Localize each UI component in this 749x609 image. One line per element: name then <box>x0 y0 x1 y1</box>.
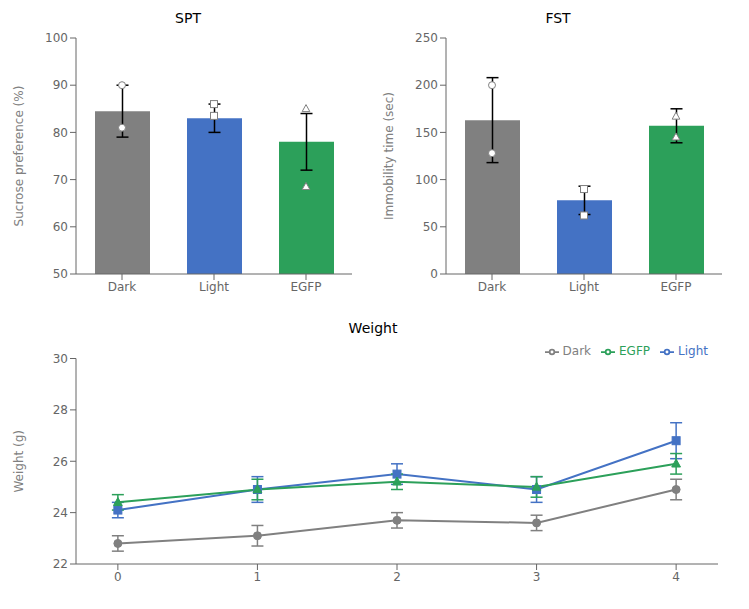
html-text:EGFP: EGFP <box>619 344 650 358</box>
html-text:Dark: Dark <box>562 344 591 358</box>
svg-text:200: 200 <box>415 78 438 92</box>
svg-text:1: 1 <box>254 570 262 584</box>
html-text:Weight: Weight <box>348 320 398 336</box>
svg-text:Dark: Dark <box>478 280 507 294</box>
svg-text:24: 24 <box>53 506 68 520</box>
svg-text:Light: Light <box>199 280 229 294</box>
svg-text:150: 150 <box>415 126 438 140</box>
svg-text:Immobility time (sec): Immobility time (sec) <box>382 92 396 220</box>
svg-text:60: 60 <box>53 220 68 234</box>
svg-text:30: 30 <box>53 352 68 366</box>
svg-text:50: 50 <box>53 267 68 281</box>
svg-text:90: 90 <box>53 78 68 92</box>
svg-text:0: 0 <box>114 570 122 584</box>
svg-text:26: 26 <box>53 455 68 469</box>
svg-text:250: 250 <box>415 31 438 45</box>
svg-text:3: 3 <box>533 570 541 584</box>
svg-text:Weight (g): Weight (g) <box>12 430 26 493</box>
svg-text:Dark: Dark <box>108 280 137 294</box>
svg-text:EGFP: EGFP <box>290 280 321 294</box>
svg-text:100: 100 <box>415 173 438 187</box>
svg-text:70: 70 <box>53 173 68 187</box>
svg-text:Light: Light <box>569 280 599 294</box>
svg-text:0: 0 <box>430 267 438 281</box>
svg-text:100: 100 <box>45 31 68 45</box>
svg-text:80: 80 <box>53 126 68 140</box>
svg-text:22: 22 <box>53 557 68 571</box>
svg-text:Sucrose preference (%): Sucrose preference (%) <box>12 86 26 227</box>
html-text:SPT: SPT <box>175 10 201 26</box>
svg-text:2: 2 <box>393 570 401 584</box>
svg-text:4: 4 <box>672 570 680 584</box>
html-text:FST: FST <box>545 10 571 26</box>
html-text:Light: Light <box>678 344 708 358</box>
svg-text:EGFP: EGFP <box>660 280 691 294</box>
svg-text:50: 50 <box>423 220 438 234</box>
svg-text:28: 28 <box>53 403 68 417</box>
